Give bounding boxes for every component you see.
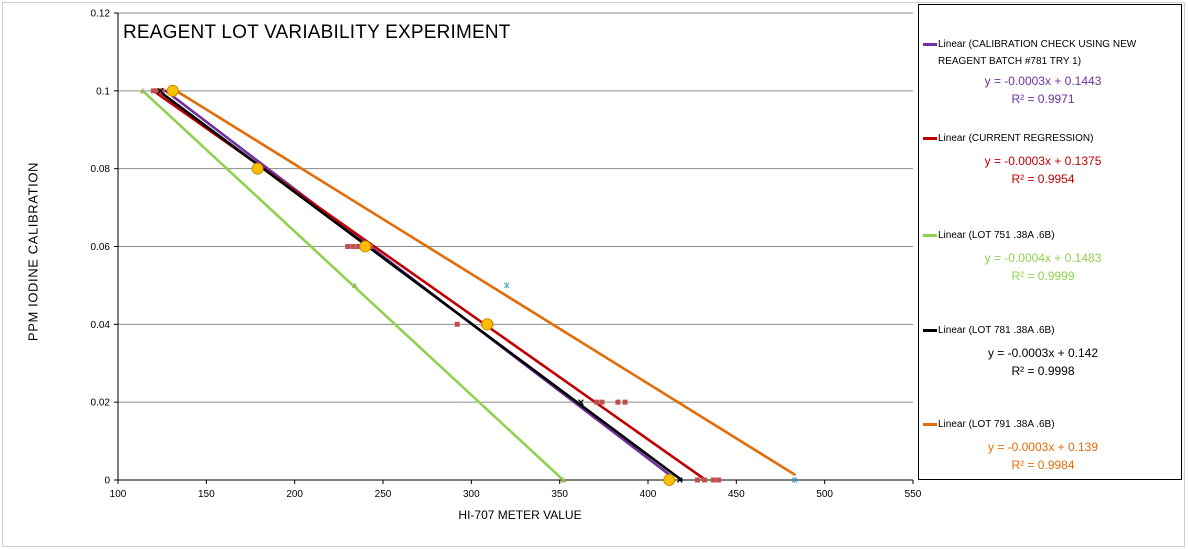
x-tick-label: 150 <box>198 489 215 500</box>
data-point <box>676 477 683 483</box>
data-point <box>351 282 358 288</box>
data-point <box>481 318 494 331</box>
data-point <box>159 88 165 94</box>
data-point <box>599 399 605 405</box>
data-point <box>154 88 160 94</box>
x-axis-title: HI-707 METER VALUE <box>458 508 582 522</box>
trendline <box>141 89 565 482</box>
y-tick-label: 0.12 <box>91 9 111 20</box>
trendline-r-squared: R² = 0.9971 <box>1011 92 1075 106</box>
data-point <box>355 244 361 249</box>
trendline-equation: y = -0.0004x + 0.1483 <box>984 251 1102 265</box>
trendline <box>175 89 796 476</box>
trendline-equation: y = -0.0003x + 0.1375 <box>984 154 1102 168</box>
data-point <box>791 477 798 483</box>
chart-title: REAGENT LOT VARIABILITY EXPERIMENT <box>123 22 511 43</box>
x-tick-label: 450 <box>728 489 745 500</box>
data-point <box>166 84 179 97</box>
trendline-equation: y = -0.0003x + 0.1443 <box>984 74 1102 88</box>
data-point <box>503 282 510 289</box>
data-point <box>710 477 716 483</box>
data-point <box>622 399 628 405</box>
x-tick-label: 500 <box>816 489 833 500</box>
x-tick-label: 100 <box>110 489 127 500</box>
data-point <box>359 240 372 253</box>
trendline-r-squared: R² = 0.9954 <box>1011 172 1075 186</box>
legend-label: Linear (CURRENT REGRESSION) <box>938 133 1094 144</box>
trendline-equation: y = -0.0003x + 0.142 <box>987 346 1099 360</box>
x-tick-label: 250 <box>375 489 392 500</box>
data-point <box>577 399 584 406</box>
trendline-r-squared: R² = 0.9998 <box>1011 364 1075 378</box>
data-point <box>251 162 264 175</box>
data-point <box>702 477 708 483</box>
x-tick-label: 550 <box>905 489 922 500</box>
legend-swatch <box>923 423 937 426</box>
x-tick-label: 400 <box>640 489 657 500</box>
data-point <box>694 477 700 483</box>
trendline-equation: y = -0.0003x + 0.139 <box>987 440 1099 454</box>
y-tick-label: 0 <box>104 476 110 487</box>
legend-swatch <box>923 137 937 140</box>
trendline-r-squared: R² = 0.9999 <box>1011 269 1075 283</box>
y-tick-label: 0.1 <box>96 86 110 97</box>
data-point <box>663 474 676 486</box>
data-point <box>454 321 460 327</box>
x-tick-label: 300 <box>463 489 480 500</box>
x-tick-label: 350 <box>551 489 568 500</box>
data-point <box>560 477 567 483</box>
data-point <box>615 399 621 405</box>
data-point <box>716 477 722 483</box>
y-tick-label: 0.02 <box>91 398 111 409</box>
legend-label: Linear (LOT 751 .38A .6B) <box>938 230 1055 241</box>
data-point <box>594 399 600 405</box>
legend-swatch <box>923 329 937 332</box>
y-tick-label: 0.06 <box>91 242 111 253</box>
legend-swatch <box>923 234 937 237</box>
y-tick-label: 0.08 <box>91 164 111 175</box>
data-point <box>345 244 351 249</box>
legend: Linear (CALIBRATION CHECK USING NEW REAG… <box>918 4 1182 480</box>
legend-label: Linear (LOT 791 .38A .6B) <box>938 419 1055 430</box>
x-tick-label: 200 <box>286 489 303 500</box>
data-point <box>139 87 146 94</box>
legend-label: Linear (LOT 781 .38A .6B) <box>938 325 1055 336</box>
data-point <box>157 87 164 94</box>
data-point <box>350 244 356 249</box>
trendline-r-squared: R² = 0.9984 <box>1011 458 1075 472</box>
legend-label: Linear (CALIBRATION CHECK USING NEW REAG… <box>938 39 1137 67</box>
y-axis-title: PPM IODINE CALIBRATION <box>25 161 41 342</box>
trendline <box>157 89 683 482</box>
data-point <box>150 88 156 94</box>
legend-swatch <box>923 43 937 46</box>
y-tick-label: 0.04 <box>91 320 111 331</box>
